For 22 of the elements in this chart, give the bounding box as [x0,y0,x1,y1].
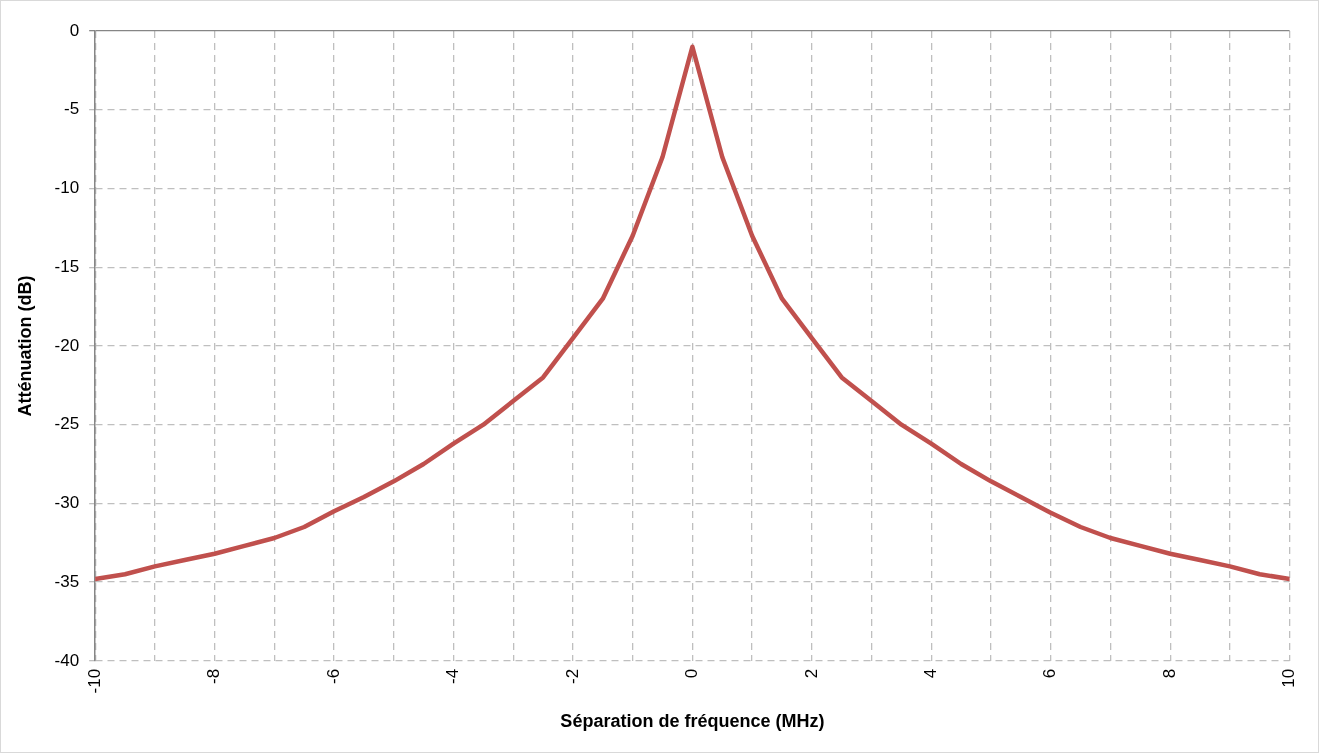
x-tick-label: 4 [920,668,940,679]
y-axis-title: Atténuation (dB) [14,275,35,417]
y-tick-label: -25 [54,414,80,434]
y-tick-label: -30 [54,493,80,513]
y-tick-label: -20 [54,335,80,355]
x-tick-label: 10 [1279,668,1299,688]
x-tick-label: 6 [1040,668,1060,679]
y-tick-label: -10 [54,178,80,198]
y-tick-label: 0 [69,20,80,40]
x-tick-label: 8 [1159,668,1179,679]
x-tick-label: -4 [443,668,463,684]
x-axis-title: Séparation de fréquence (MHz) [560,711,825,732]
x-tick-label: 0 [682,668,702,679]
y-tick-label: -40 [54,650,80,670]
y-tick-label: -35 [54,571,80,591]
x-tick-label: 2 [801,668,821,679]
x-tick-label: -10 [84,668,104,694]
x-tick-label: -8 [204,668,224,684]
x-tick-label: -6 [323,668,343,684]
x-tick-label: -2 [562,668,582,684]
y-tick-label: -15 [54,256,80,276]
y-tick-label: -5 [64,99,80,119]
